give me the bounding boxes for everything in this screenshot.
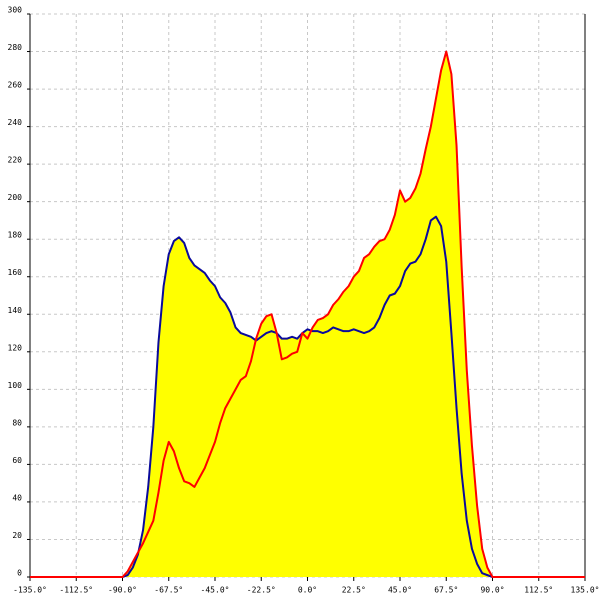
y-tick-label: 100	[8, 381, 23, 390]
y-tick-label: 20	[12, 531, 22, 540]
x-tick-label: 112.5°	[524, 586, 553, 595]
x-tick-label: -135.0°	[13, 586, 47, 595]
y-tick-label: 280	[8, 43, 23, 52]
line	[30, 50, 585, 578]
y-tick-label: 160	[8, 268, 23, 277]
y-tick-label: 40	[12, 493, 22, 502]
y-tick-label: 260	[8, 81, 23, 90]
y-tick-label: 220	[8, 156, 23, 165]
y-tick-label: 180	[8, 231, 23, 240]
x-tick-label: 67.5°	[434, 586, 458, 595]
y-tick-label: 120	[8, 343, 23, 352]
x-tick-label: 45.0°	[388, 586, 412, 595]
y-tick-label: 200	[8, 193, 23, 202]
y-tick-label: 240	[8, 118, 23, 127]
y-tick-label: 0	[17, 569, 22, 578]
x-tick-label: -22.5°	[247, 586, 276, 595]
x-tick-label: -67.5°	[154, 586, 183, 595]
x-tick-label: 135.0°	[571, 586, 600, 595]
y-tick-label: 60	[12, 456, 22, 465]
y-tick-label: 80	[12, 418, 22, 427]
x-tick-label: -112.5°	[59, 586, 93, 595]
x-tick-label: -45.0°	[201, 586, 230, 595]
line	[30, 215, 585, 578]
y-tick-label: 300	[8, 6, 23, 15]
x-tick-label: -90.0°	[108, 586, 137, 595]
x-tick-label: 0.0°	[298, 586, 317, 595]
x-tick-label: 90.0°	[480, 586, 504, 595]
y-tick-label: 140	[8, 306, 23, 315]
x-tick-label: 22.5°	[342, 586, 366, 595]
